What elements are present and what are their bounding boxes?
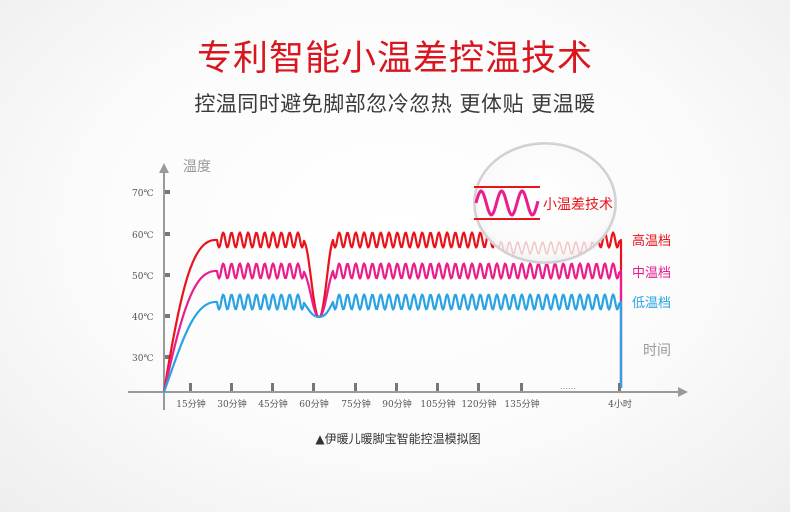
- x-tick-label: 60分钟: [299, 398, 328, 410]
- y-tick-mark: [165, 232, 170, 236]
- page-subtitle: 控温同时避免脚部忽冷忽热 更体贴 更温暖: [194, 92, 596, 116]
- y-tick-mark: [165, 314, 170, 318]
- y-tick-label: 50℃: [132, 272, 154, 282]
- x-tick-mark: [354, 383, 357, 391]
- x-tick-label: 45分钟: [258, 398, 287, 410]
- x-tick-mark: [477, 383, 480, 391]
- series-line-3: [162, 293, 623, 393]
- y-ticks: 70℃ 60℃ 50℃ 40℃ 30℃: [132, 189, 170, 364]
- y-tick-label: 40℃: [132, 313, 154, 323]
- x-ticks: 15分钟 30分钟 45分钟 60分钟 75分钟 90分钟 105分钟 120分钟 135分钟 4…: [176, 382, 632, 410]
- callout-wave: [474, 189, 540, 217]
- legend-label-3: 低温档: [632, 296, 671, 311]
- legend-label-1: 高温档: [632, 233, 671, 249]
- y-axis-arrow: [159, 163, 169, 173]
- page-title: 专利智能小温差控温技术: [196, 39, 593, 79]
- x-tick-mark: [618, 383, 621, 391]
- x-tick-mark: [271, 383, 274, 391]
- x-tick-label: 15分钟: [176, 398, 205, 410]
- series-line-2: [162, 262, 623, 393]
- callout-label: 小温差技术: [543, 197, 613, 213]
- y-tick-label: 30℃: [132, 354, 154, 364]
- x-tick-label: 135分钟: [504, 398, 539, 410]
- chart-caption: ▲伊暖儿暖脚宝智能控温模拟图: [315, 431, 480, 446]
- x-tick-label: 120分钟: [461, 398, 496, 410]
- x-tick-mark: [395, 383, 398, 391]
- x-tick-label: 90分钟: [382, 398, 411, 410]
- legend-label-2: 中温档: [632, 266, 671, 281]
- y-tick-label: 70℃: [132, 189, 154, 199]
- x-tick-mark: [312, 383, 315, 391]
- x-axis-arrow: [678, 387, 688, 397]
- x-tick-mark: [436, 383, 439, 391]
- y-tick-mark: [165, 273, 170, 277]
- x-tick-mark: [230, 383, 233, 391]
- axes: [128, 163, 688, 410]
- x-tick-label: 105分钟: [420, 398, 455, 410]
- x-tick-mark: [520, 383, 523, 391]
- x-tick-label: 30分钟: [217, 398, 246, 410]
- y-tick-label: 60℃: [132, 231, 154, 241]
- x-axis-ellipsis: ……: [560, 382, 576, 391]
- x-axis-label: 时间: [643, 343, 671, 359]
- x-tick-label: 75分钟: [341, 398, 370, 410]
- y-axis-label: 温度: [183, 159, 211, 175]
- y-tick-mark: [165, 190, 170, 194]
- x-tick-mark: [189, 383, 192, 391]
- y-tick-mark: [165, 355, 170, 359]
- x-tick-label: 4小时: [608, 398, 632, 410]
